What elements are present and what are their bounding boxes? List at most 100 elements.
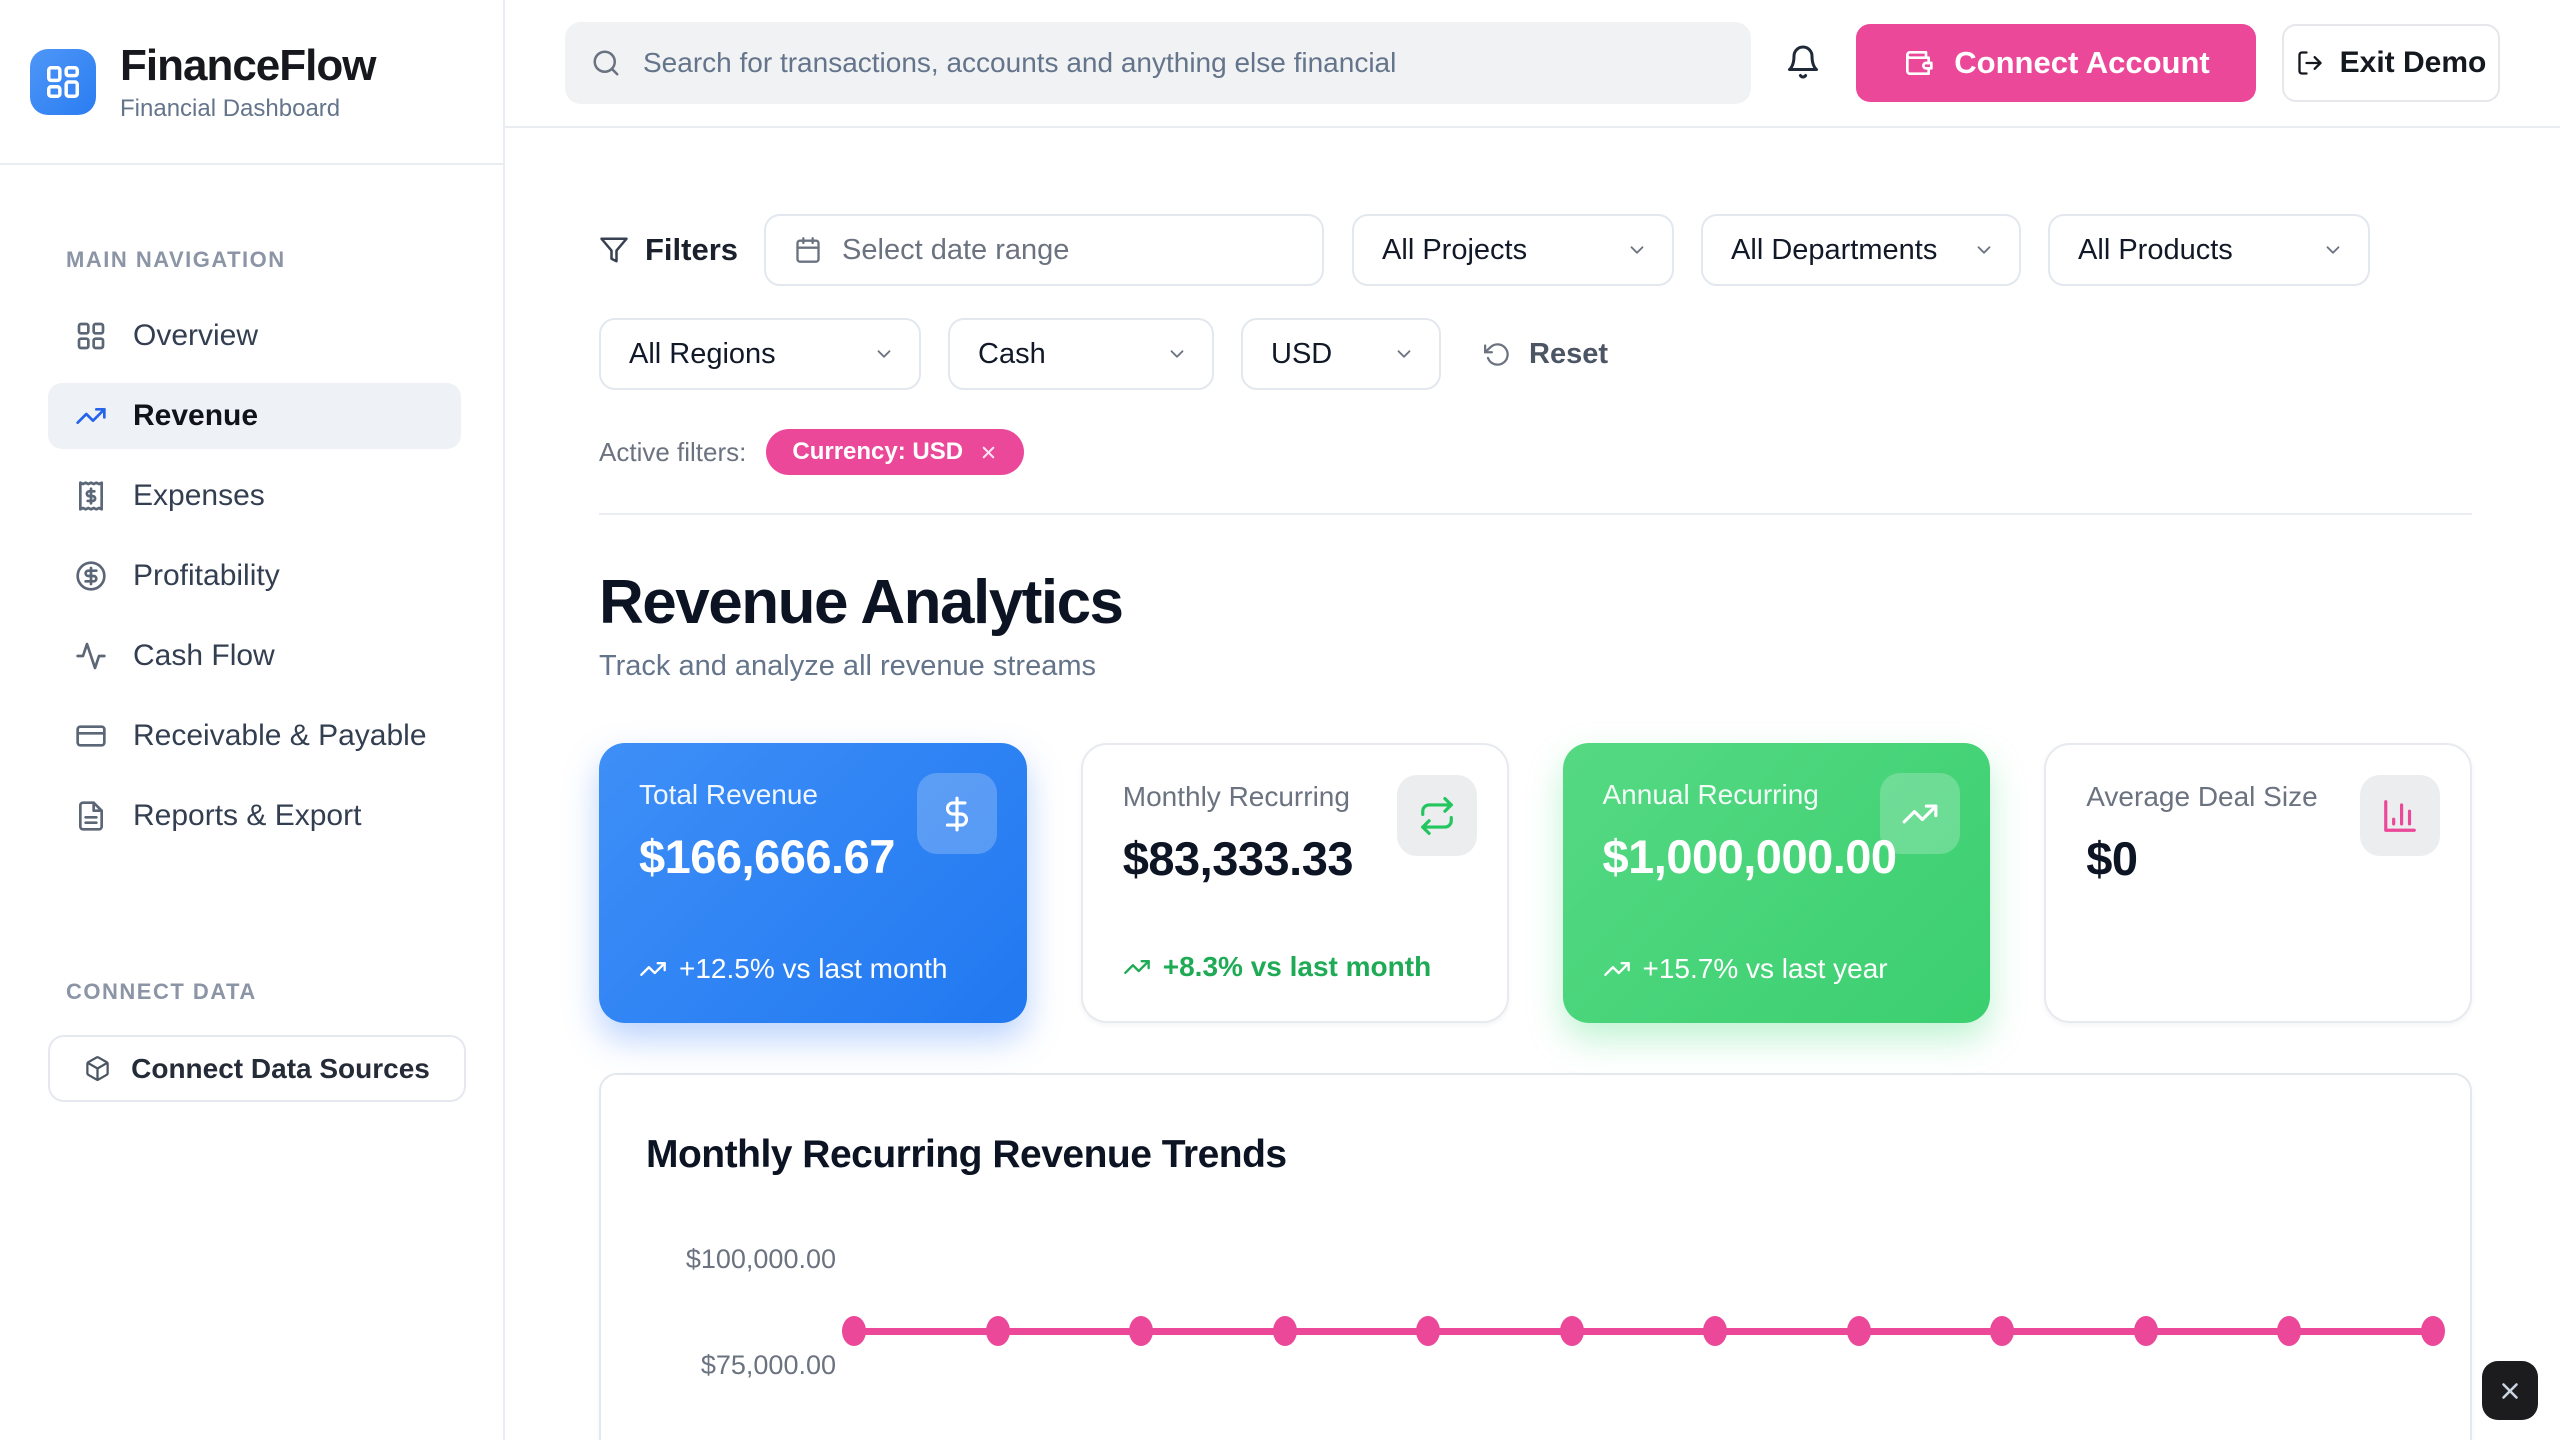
data-point[interactable] xyxy=(985,1316,1010,1346)
kpi-card-average-deal-size: Average Deal Size $0 xyxy=(2044,743,2472,1023)
notifications-bell-button[interactable] xyxy=(1775,34,1831,93)
close-button[interactable] xyxy=(2482,1361,2538,1420)
data-point[interactable] xyxy=(2421,1316,2445,1346)
currency-select-value: USD xyxy=(1271,337,1333,370)
dollar-circle-icon xyxy=(75,560,107,592)
app-logo-icon xyxy=(30,48,96,115)
sidebar-item-label: Cash Flow xyxy=(133,639,275,672)
content-column: Search for transactions, accounts and an… xyxy=(505,0,2560,1440)
data-point[interactable] xyxy=(1272,1316,1297,1346)
y-axis-tick: $100,000.00 xyxy=(685,1244,836,1275)
chevron-down-icon xyxy=(1166,343,1188,365)
mrr-trends-chart-card: Monthly Recurring Revenue Trends $100,00… xyxy=(599,1073,2472,1440)
chevron-down-icon xyxy=(1973,239,1995,261)
sidebar-item-revenue[interactable]: Revenue xyxy=(48,383,461,449)
calendar-icon xyxy=(794,236,822,264)
projects-select-value: All Projects xyxy=(1382,233,1528,266)
kpi-change-text: +8.3% vs last month xyxy=(1162,950,1432,982)
reset-filters-button[interactable]: Reset xyxy=(1484,338,1608,371)
currency-select[interactable]: USD xyxy=(1241,318,1441,390)
regions-select-value: All Regions xyxy=(629,337,776,370)
connect-account-button[interactable]: Connect Account xyxy=(1856,24,2256,102)
data-point[interactable] xyxy=(1703,1316,1728,1346)
data-point[interactable] xyxy=(1559,1316,1584,1346)
filters-row-1: Filters Select date range All Projects A… xyxy=(599,214,2472,286)
data-point[interactable] xyxy=(2133,1316,2158,1346)
filters-title: Filters xyxy=(599,232,738,268)
chart-title: Monthly Recurring Revenue Trends xyxy=(646,1133,1287,1176)
trending-up-icon xyxy=(639,955,667,983)
sidebar-item-label: Profitability xyxy=(133,559,280,592)
chevron-down-icon xyxy=(873,343,895,365)
data-point[interactable] xyxy=(1990,1316,2015,1346)
connect-data-sources-button[interactable]: Connect Data Sources xyxy=(48,1035,466,1102)
data-point[interactable] xyxy=(842,1316,866,1346)
data-point[interactable] xyxy=(1129,1316,1154,1346)
search-placeholder: Search for transactions, accounts and an… xyxy=(643,47,1397,78)
active-filter-chip-label: Currency: USD xyxy=(792,438,964,465)
main-navigation-label: MAIN NAVIGATION xyxy=(66,247,286,272)
exit-demo-button[interactable]: Exit Demo xyxy=(2282,24,2500,102)
sidebar-item-receivable-payable[interactable]: Receivable & Payable xyxy=(48,703,461,769)
accounting-basis-value: Cash xyxy=(978,337,1046,370)
kpi-value: $1,000,000.00 xyxy=(1602,830,1898,883)
mrr-line-chart: $100,000.00$75,000.00$50,000.00 xyxy=(646,1189,2445,1440)
chevron-down-icon xyxy=(1393,343,1415,365)
reset-label: Reset xyxy=(1529,337,1608,370)
search-icon xyxy=(591,48,621,78)
filters-row-2: All Regions Cash USD xyxy=(599,318,2472,390)
connect-account-label: Connect Account xyxy=(1954,45,2210,80)
products-select[interactable]: All Products xyxy=(2048,214,2371,286)
repeat-icon xyxy=(1396,775,1477,856)
kpi-label: Average Deal Size xyxy=(2086,781,2318,812)
close-icon xyxy=(2497,1378,2523,1404)
file-text-icon xyxy=(75,800,107,832)
trending-up-icon xyxy=(75,400,107,432)
bell-icon xyxy=(1785,44,1821,83)
sidebar-item-label: Revenue xyxy=(133,399,259,432)
sidebar-item-label: Reports & Export xyxy=(133,799,362,832)
trending-up-icon xyxy=(1880,773,1961,854)
kpi-label: Annual Recurring xyxy=(1602,779,1819,810)
brand: FinanceFlow Financial Dashboard xyxy=(0,0,503,165)
kpi-change: +12.5% vs last month xyxy=(639,951,987,987)
mrr-trend-line xyxy=(854,1327,2433,1335)
sidebar-item-expenses[interactable]: Expenses xyxy=(48,463,461,529)
activity-icon xyxy=(75,640,107,672)
brand-name: FinanceFlow xyxy=(120,40,376,90)
accounting-basis-select[interactable]: Cash xyxy=(948,318,1214,390)
sidebar-item-label: Receivable & Payable xyxy=(133,719,427,752)
kpi-change-text: +15.7% vs last year xyxy=(1642,952,1888,984)
sidebar-item-overview[interactable]: Overview xyxy=(48,303,461,369)
kpi-change: +8.3% vs last month xyxy=(1123,949,1467,985)
dollar-icon xyxy=(916,773,997,854)
date-range-input[interactable]: Select date range xyxy=(764,214,1325,286)
active-filter-chip[interactable]: Currency: USD xyxy=(766,429,1025,475)
data-point[interactable] xyxy=(2277,1316,2302,1346)
regions-select[interactable]: All Regions xyxy=(599,318,921,390)
sidebar-item-profitability[interactable]: Profitability xyxy=(48,543,461,609)
kpi-label: Monthly Recurring xyxy=(1122,781,1350,812)
data-point[interactable] xyxy=(1846,1316,1871,1346)
data-point[interactable] xyxy=(1416,1316,1441,1346)
departments-select[interactable]: All Departments xyxy=(1701,214,2022,286)
log-out-icon xyxy=(2296,49,2324,77)
chevron-down-icon xyxy=(1626,239,1648,261)
departments-select-value: All Departments xyxy=(1731,233,1938,266)
filter-funnel-icon xyxy=(599,235,629,265)
kpi-label: Total Revenue xyxy=(639,779,819,810)
page-title: Revenue Analytics xyxy=(599,568,1124,637)
receipt-icon xyxy=(75,480,107,512)
sidebar-item-reports-export[interactable]: Reports & Export xyxy=(48,783,461,849)
kpi-card-annual-recurring: Annual Recurring $1,000,000.00 +15.7% vs l… xyxy=(1562,743,1991,1023)
sidebar-item-cash-flow[interactable]: Cash Flow xyxy=(48,623,461,689)
filters-panel: Filters Select date range All Projects A… xyxy=(599,214,2472,515)
search-input[interactable]: Search for transactions, accounts and an… xyxy=(565,22,1751,104)
remove-filter-icon[interactable] xyxy=(979,443,998,462)
brand-subtitle: Financial Dashboard xyxy=(120,94,341,122)
topbar: Search for transactions, accounts and an… xyxy=(505,0,2560,128)
kpi-card-monthly-recurring: Monthly Recurring $83,333.33 +8.3% vs last… xyxy=(1080,743,1509,1023)
date-range-placeholder: Select date range xyxy=(842,233,1070,266)
projects-select[interactable]: All Projects xyxy=(1352,214,1675,286)
